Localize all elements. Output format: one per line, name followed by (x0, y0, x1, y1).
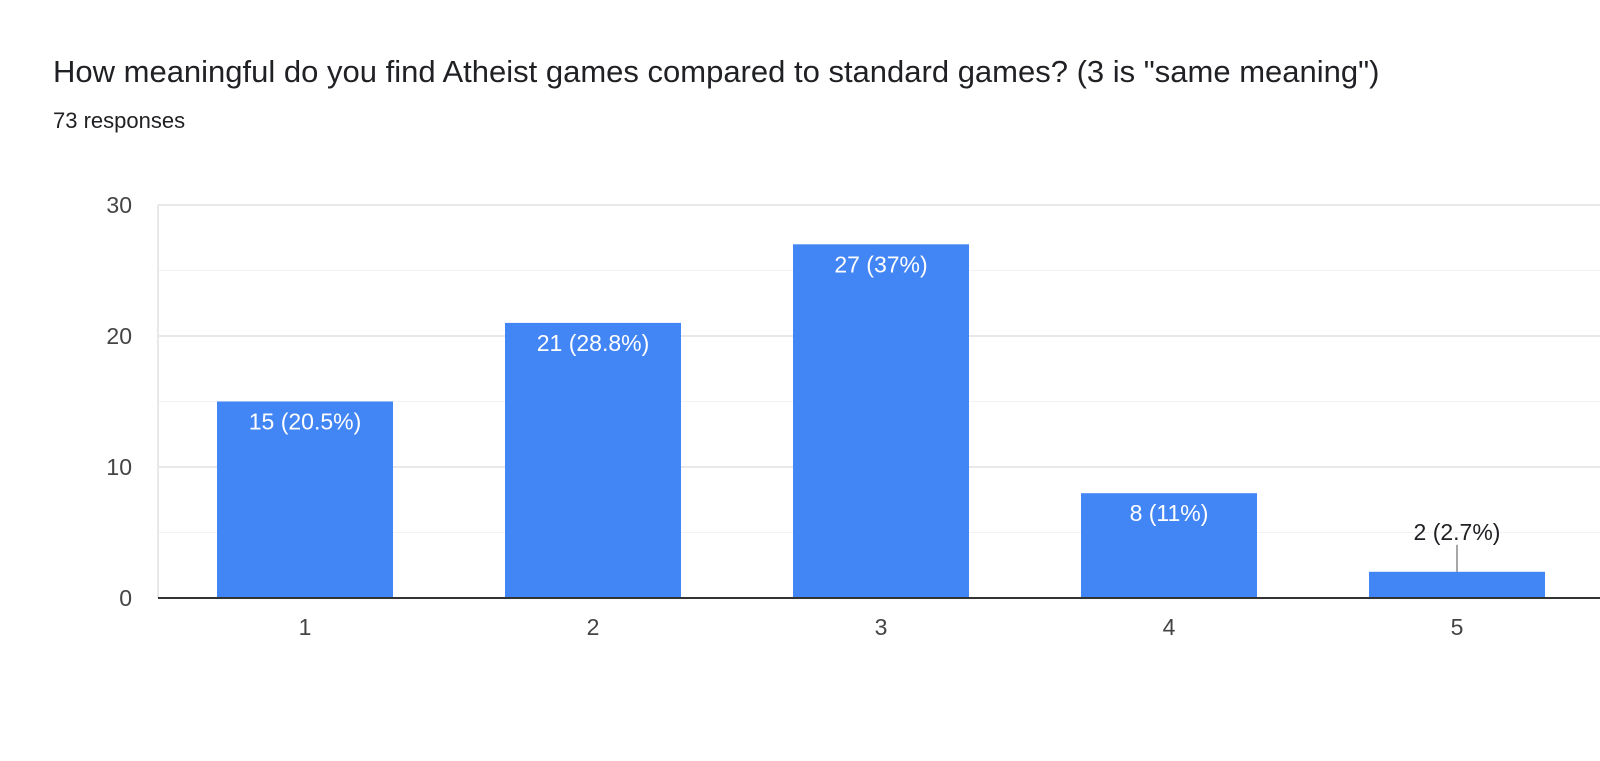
x-tick-label: 5 (1451, 614, 1464, 640)
y-tick-label: 0 (119, 585, 132, 611)
y-tick-label: 30 (106, 192, 132, 218)
question-title: How meaningful do you find Atheist games… (53, 54, 1380, 89)
bar (217, 401, 393, 598)
data-label: 27 (37%) (834, 251, 927, 277)
data-label: 15 (20.5%) (249, 409, 362, 435)
axes: 0 10 20 30 1 2 3 4 5 (106, 192, 1600, 640)
x-tick-label: 4 (1163, 614, 1176, 640)
bar (505, 322, 681, 598)
bar (1369, 571, 1545, 598)
y-tick-label: 20 (106, 323, 132, 349)
data-label: 2 (2.7%) (1414, 519, 1501, 545)
x-tick-label: 3 (875, 614, 888, 640)
bar (1081, 493, 1257, 598)
x-tick-label: 2 (587, 614, 600, 640)
data-label: 21 (28.8%) (537, 330, 650, 356)
bar (793, 244, 969, 599)
y-tick-label: 10 (106, 454, 132, 480)
data-label: 8 (11%) (1130, 500, 1209, 526)
bars (217, 244, 1545, 599)
data-labels: 15 (20.5%) 21 (28.8%) 27 (37%) 8 (11%) 2 (2.… (249, 251, 1501, 572)
response-count: 73 responses (53, 108, 186, 133)
x-tick-label: 1 (299, 614, 312, 640)
